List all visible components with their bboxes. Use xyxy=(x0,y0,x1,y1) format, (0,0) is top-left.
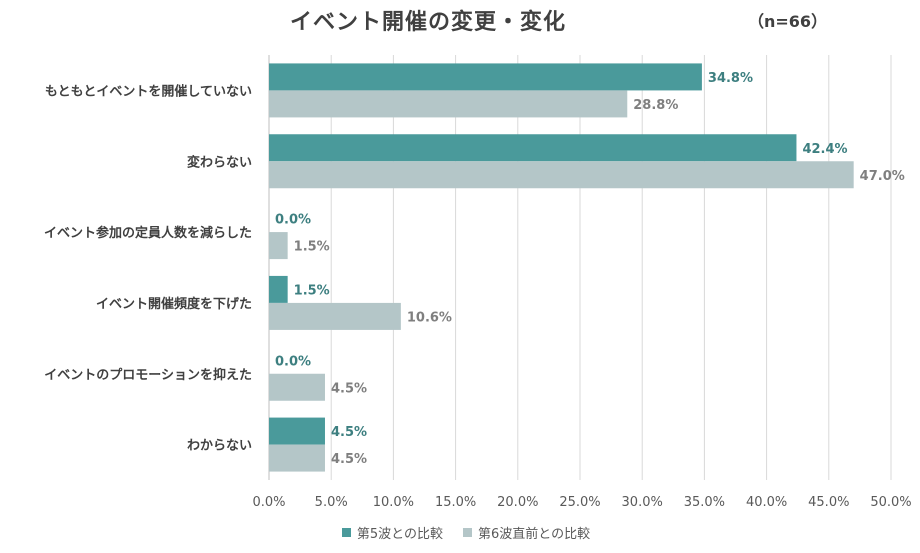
bar-series2 xyxy=(269,232,288,260)
category-label: イベント参加の定員人数を減らした xyxy=(44,225,252,241)
data-label-series2: 47.0% xyxy=(860,169,905,184)
bar-series1 xyxy=(269,275,288,303)
x-tick-label: 40.0% xyxy=(746,495,787,510)
category-label: もともとイベントを開催していない xyxy=(45,83,252,99)
x-tick-label: 45.0% xyxy=(808,495,849,510)
chart-title: イベント開催の変更・変化 xyxy=(289,10,566,35)
legend-swatch-series1 xyxy=(341,528,351,537)
legend-item-series1: 第5波との比較 xyxy=(341,523,443,542)
data-label-series2: 4.5% xyxy=(331,452,367,467)
category-label: わからない xyxy=(187,439,252,454)
x-tick-label: 10.0% xyxy=(373,495,414,510)
bar-series2 xyxy=(269,444,325,472)
x-tick-label: 50.0% xyxy=(870,495,911,510)
legend-swatch-series2 xyxy=(463,528,472,537)
data-label-series1: 0.0% xyxy=(275,354,311,369)
x-tick-label: 5.0% xyxy=(315,495,348,510)
x-tick-label: 25.0% xyxy=(559,495,600,510)
data-label-series1: 1.5% xyxy=(294,283,330,298)
sample-size: （n=66） xyxy=(748,12,828,31)
data-label-series2: 10.6% xyxy=(407,310,452,325)
x-tick-label: 20.0% xyxy=(497,495,538,510)
category-label: 変わらない xyxy=(187,154,252,170)
bar-series1 xyxy=(269,134,797,162)
bar-chart: 0.0% 5.0% 10.0% 15.0% 20.0% 25.0% 30.0% 35.0% 40… xyxy=(44,55,912,510)
data-label-series2: 28.8% xyxy=(633,98,678,113)
data-label-series2: 1.5% xyxy=(294,240,330,255)
bar-series2 xyxy=(269,373,325,401)
data-label-series1: 0.0% xyxy=(275,213,311,228)
x-tick-label: 0.0% xyxy=(252,495,285,510)
legend-item-series2: 第6波直前との比較 xyxy=(463,523,590,542)
bar-series2 xyxy=(269,161,854,189)
legend-label-series2: 第6波直前との比較 xyxy=(478,527,591,542)
category-label: イベント開催頻度を下げた xyxy=(96,296,252,312)
x-tick-label: 15.0% xyxy=(435,495,476,510)
x-tick-label: 35.0% xyxy=(684,495,725,510)
bar-series1 xyxy=(269,417,325,445)
bar-series1 xyxy=(269,63,702,91)
data-label-series1: 34.8% xyxy=(708,71,753,86)
category-label: イベントのプロモーションを抑えた xyxy=(44,367,252,383)
bar-series2 xyxy=(269,90,628,118)
x-tick-label: 30.0% xyxy=(622,495,663,510)
data-label-series2: 4.5% xyxy=(331,381,367,396)
data-label-series1: 42.4% xyxy=(802,142,847,157)
legend: 第5波との比較 第6波直前との比較 xyxy=(0,523,920,542)
data-label-series1: 4.5% xyxy=(331,425,367,440)
bar-series2 xyxy=(269,302,401,330)
legend-label-series1: 第5波との比較 xyxy=(356,527,443,542)
